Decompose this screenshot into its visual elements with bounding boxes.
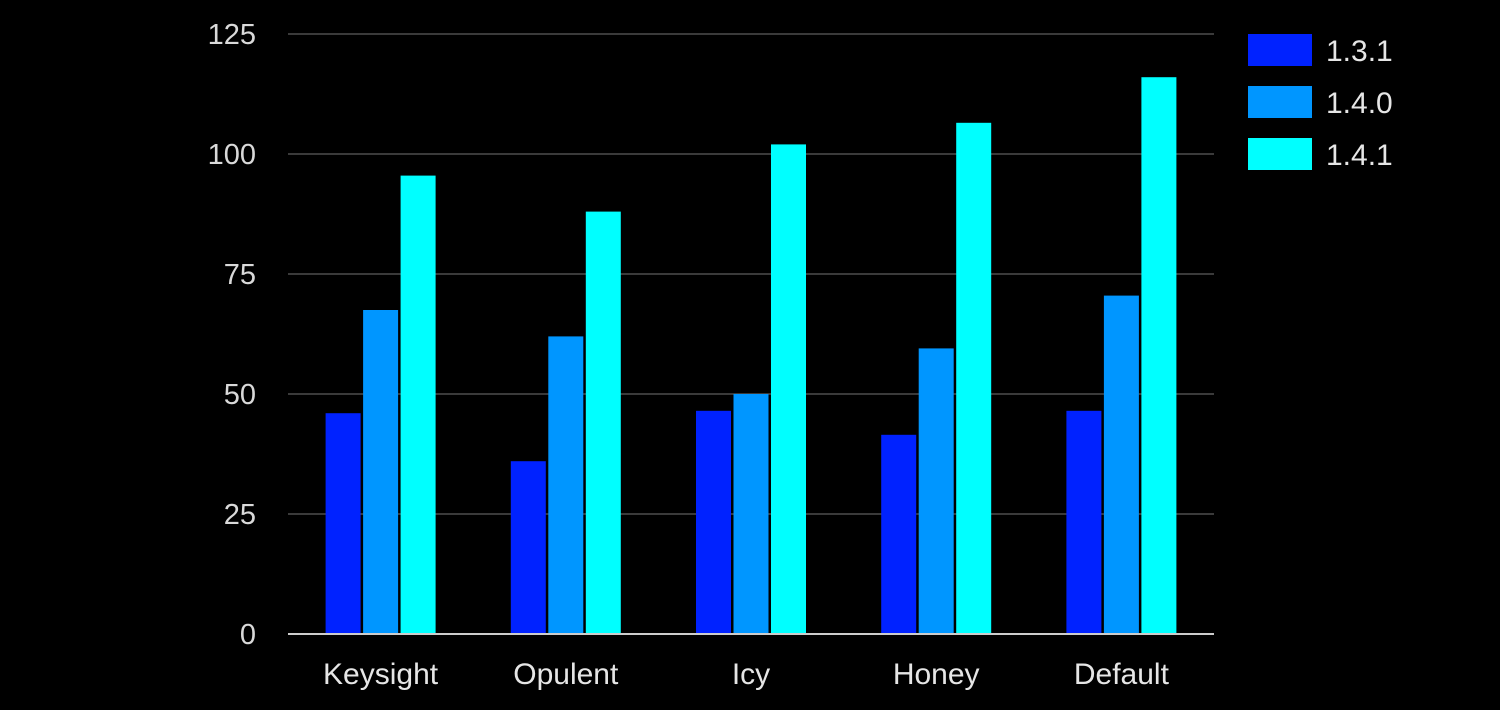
bar-icy-1-4-1 bbox=[771, 144, 806, 634]
y-tick-label: 100 bbox=[208, 139, 256, 171]
bar-opulent-1-4-1 bbox=[585, 211, 621, 634]
legend-label: 1.4.0 bbox=[1326, 87, 1393, 120]
y-tick-label: 0 bbox=[240, 619, 256, 651]
legend-swatch bbox=[1248, 86, 1312, 118]
y-axis: 0 25 50 75 100 125 bbox=[208, 19, 256, 651]
bar-honey-1-3-1 bbox=[881, 434, 917, 634]
y-tick-label: 75 bbox=[224, 259, 256, 291]
bar-default-1-4-1 bbox=[1141, 77, 1177, 634]
bars bbox=[325, 77, 1177, 635]
bar-default-1-3-1 bbox=[1066, 410, 1102, 634]
legend: 1.3.1 1.4.0 1.4.1 bbox=[1248, 34, 1393, 172]
legend-label: 1.3.1 bbox=[1326, 35, 1393, 68]
y-tick-label: 125 bbox=[208, 19, 256, 51]
x-tick-label: Honey bbox=[893, 658, 980, 691]
bar-honey-1-4-1 bbox=[956, 122, 992, 635]
legend-label: 1.4.1 bbox=[1326, 139, 1393, 172]
bar-opulent-1-4-0 bbox=[548, 336, 584, 634]
x-tick-label: Default bbox=[1074, 658, 1170, 691]
x-tick-label: Keysight bbox=[323, 658, 439, 691]
bar-default-1-4-0 bbox=[1103, 295, 1139, 634]
bar-honey-1-4-0 bbox=[918, 348, 954, 634]
bar-keysight-1-4-1 bbox=[400, 175, 436, 634]
y-tick-label: 25 bbox=[224, 499, 256, 531]
y-tick-label: 50 bbox=[224, 379, 256, 411]
x-axis: Keysight Opulent Icy Honey Default bbox=[288, 633, 1214, 691]
gridlines bbox=[288, 33, 1214, 515]
bar-keysight-1-4-0 bbox=[363, 310, 399, 634]
x-tick-label: Icy bbox=[732, 658, 770, 691]
bar-icy-1-3-1 bbox=[696, 410, 731, 634]
bar-keysight-1-3-1 bbox=[325, 413, 361, 634]
bar-icy-1-4-0 bbox=[733, 394, 769, 634]
bar-opulent-1-3-1 bbox=[510, 461, 546, 634]
legend-swatch bbox=[1248, 34, 1312, 66]
legend-swatch bbox=[1248, 138, 1312, 170]
x-tick-label: Opulent bbox=[513, 658, 619, 691]
